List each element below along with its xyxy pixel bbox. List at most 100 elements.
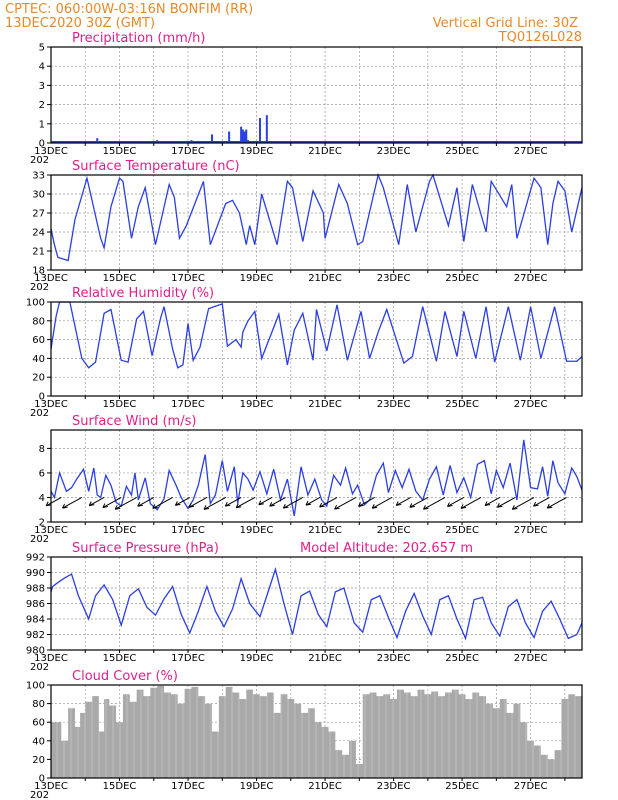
y-tick-label: 4 (39, 62, 45, 73)
x-tick-label: 21DEC (308, 653, 342, 664)
wind-arrow-head (137, 502, 143, 507)
wind-arrow (497, 497, 516, 508)
x-tick-label: 19DEC (240, 273, 274, 284)
precip-bar (243, 131, 246, 143)
x-tick-label: 17DEC (171, 525, 205, 536)
wind-arrow (512, 497, 535, 510)
y-tick-label: 0 (39, 774, 45, 785)
x-tick-label: 21DEC (308, 525, 342, 536)
y-tick-label: 1 (39, 119, 45, 130)
panel-annotation: Model Altitude: 202.657 m (300, 541, 473, 556)
y-tick-label: 20 (32, 373, 45, 384)
wind-arrow-head (334, 504, 340, 510)
y-tick-label: 33 (32, 171, 45, 182)
wind-arrow (395, 497, 411, 506)
x-tick-label: 21DEC (308, 399, 342, 410)
series-line (50, 439, 583, 516)
y-tick-label: 20 (32, 755, 45, 766)
wind-arrow (225, 497, 242, 507)
wind-arrow-head (395, 501, 402, 506)
wind-arrow (484, 497, 501, 506)
x-tick-label: 15DEC (103, 273, 137, 284)
wind-arrow (203, 497, 226, 510)
x-tick-label: 19DEC (240, 653, 274, 664)
wind-arrow-head (188, 503, 195, 508)
wind-arrow (102, 497, 122, 508)
x-tick-label: 27DEC (514, 399, 548, 410)
x-tick-label: 17DEC (171, 399, 205, 410)
precip-bar (211, 134, 214, 143)
wind-arrow-head (174, 501, 181, 506)
y-tick-label: 8 (39, 444, 45, 455)
wind-arrow-head (152, 504, 158, 509)
wind-arrow-head (235, 503, 242, 509)
y-tick-label: 30 (32, 190, 45, 201)
y-tick-label: 27 (32, 209, 45, 220)
x-tick-label: 27DEC (514, 525, 548, 536)
precip-bar (228, 131, 231, 143)
y-tick-label: 992 (26, 553, 45, 564)
wind-arrow-head (282, 503, 289, 509)
wind-arrow-head (546, 503, 553, 509)
wind-arrow (137, 497, 155, 507)
wind-arrow (305, 497, 321, 506)
x-tick-label: 27DEC (514, 146, 548, 157)
y-tick-label: 988 (26, 584, 45, 595)
series-line (50, 301, 583, 369)
x-tick-label: 25DEC (445, 525, 479, 536)
wind-arrow-head (305, 500, 312, 506)
x-tick-label: 23DEC (377, 399, 411, 410)
x-tick-label: 23DEC (377, 525, 411, 536)
wind-arrow (460, 497, 482, 509)
panel-1: 0 1 2 3 4 5 13DEC 15DEC 17DEC 19DEC 21DEC 23DEC 25DE… (30, 31, 583, 166)
wind-arrow-head (102, 503, 108, 509)
y-tick-label: 980 (26, 646, 45, 657)
wind-arrow-head (496, 503, 503, 508)
header-left-line2: 13DEC2020 30Z (GMT) (5, 16, 155, 31)
wind-arrow-head (62, 503, 68, 509)
x-tick-label: 13DEC (34, 273, 68, 284)
series-line (50, 172, 583, 262)
y-tick-label: 21 (32, 247, 45, 258)
x-tick-label: 21DEC (308, 781, 342, 792)
y-tick-label: 18 (32, 266, 45, 277)
wind-arrow-head (409, 503, 415, 508)
wind-arrow (235, 497, 256, 509)
wind-arrow-head (258, 500, 264, 506)
header-right-line1: Vertical Grid Line: 30Z (433, 16, 578, 31)
header-right-line2: TQ0126L028 (498, 30, 582, 45)
wind-arrow (89, 497, 105, 507)
x-tick-label: 19DEC (240, 146, 274, 157)
x-tick-label: 17DEC (171, 273, 205, 284)
precip-bar (241, 129, 244, 143)
wind-arrow-head (533, 501, 539, 507)
panel-title: Surface Wind (m/s) (72, 414, 196, 429)
series-line (50, 567, 583, 641)
y-tick-label: 60 (32, 718, 45, 729)
x-tick-label: 15DEC (103, 653, 137, 664)
x-tick-label: 25DEC (445, 273, 479, 284)
panel-frame (50, 684, 583, 779)
y-tick-label: 0 (39, 139, 45, 150)
header-left-line1: CPTEC: 060:00W-03:16N BONFIM (RR) (5, 2, 253, 17)
x-tick-label: 21DEC (308, 273, 342, 284)
wind-arrow (447, 497, 465, 507)
panel-6: 0 20 40 60 80 100 13DEC 15DEC 17DEC 19DEC 21DEC 23D… (26, 669, 583, 800)
y-tick-label: 60 (32, 335, 45, 346)
x-tick-label: 23DEC (377, 653, 411, 664)
wind-arrow-head (511, 505, 518, 510)
wind-arrow-head (88, 501, 95, 507)
y-tick-label: 986 (26, 599, 45, 610)
wind-arrow-head (224, 501, 231, 507)
wind-arrow (546, 497, 567, 509)
y-tick-label: 5 (39, 43, 45, 54)
x-tick-label: 13DEC (34, 525, 68, 536)
x-tick-label: 15DEC (103, 146, 137, 157)
x-tick-label: 13DEC (34, 399, 68, 410)
x-tick-label: 23DEC (377, 273, 411, 284)
x-tick-label: 25DEC (445, 653, 479, 664)
x-tick-label: 23DEC (377, 146, 411, 157)
precip-bar (245, 129, 248, 143)
x-tick-label: 13DEC (34, 146, 68, 157)
